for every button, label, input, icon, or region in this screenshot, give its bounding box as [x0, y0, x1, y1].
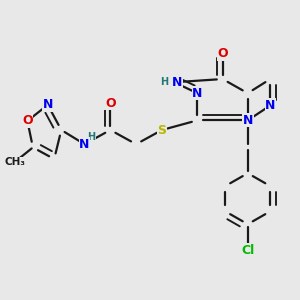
Text: N: N — [172, 76, 182, 89]
Text: CH₃: CH₃ — [4, 157, 25, 167]
Text: O: O — [105, 97, 116, 110]
Text: N: N — [243, 114, 253, 127]
Text: S: S — [158, 124, 166, 136]
Text: O: O — [217, 47, 228, 60]
Text: Cl: Cl — [241, 244, 254, 256]
Text: N: N — [192, 87, 203, 100]
Text: H: H — [160, 77, 169, 87]
Text: O: O — [22, 115, 33, 128]
Text: N: N — [265, 99, 275, 112]
Text: H: H — [87, 132, 95, 142]
Text: N: N — [43, 98, 53, 111]
Text: N: N — [79, 138, 90, 151]
